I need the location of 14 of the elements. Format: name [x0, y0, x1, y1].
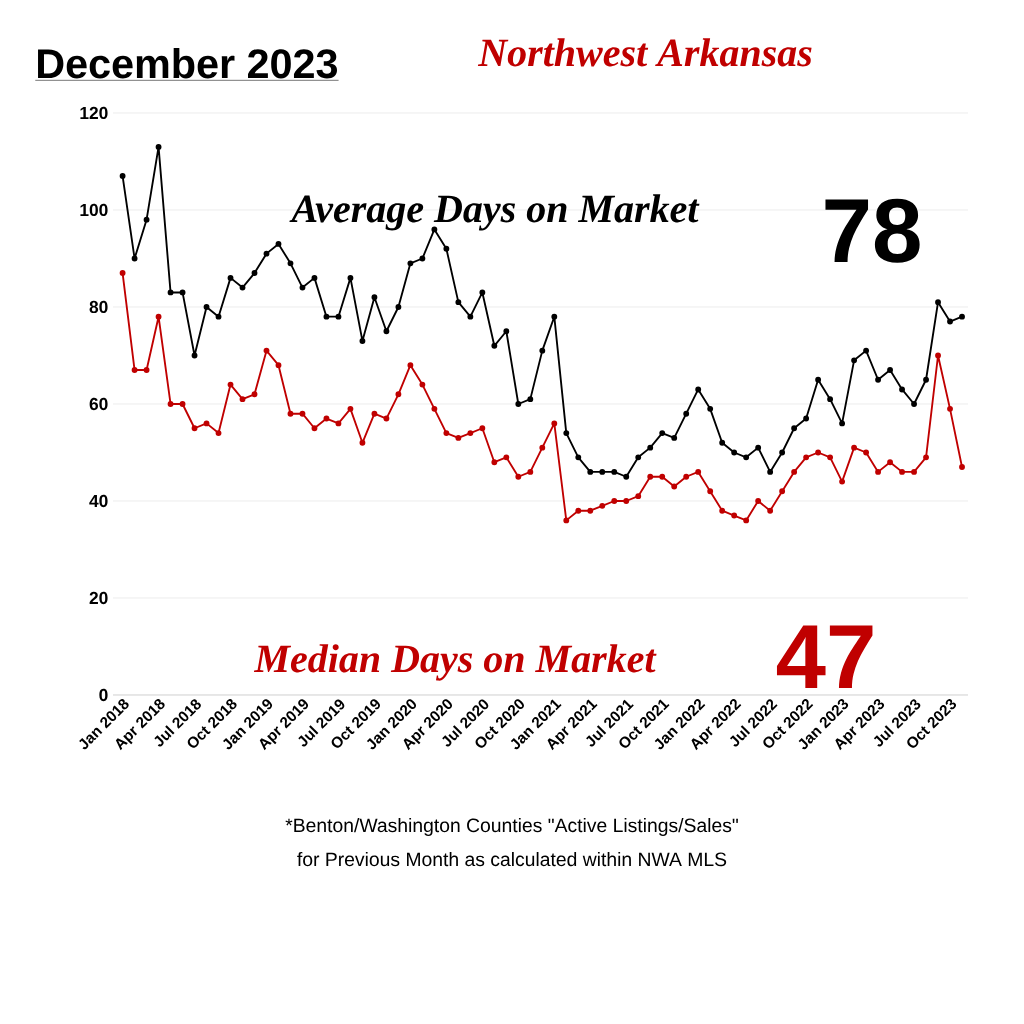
chart-title: December 2023	[38, 48, 338, 79]
y-tick-label: 80	[89, 300, 108, 314]
annotation: 78	[825, 198, 920, 263]
y-tick-label: 60	[89, 397, 108, 411]
y-tick-label: 40	[89, 494, 108, 508]
text: for Previous Month as calculated within NWA MLS	[297, 851, 727, 867]
annotation: 47	[776, 625, 873, 688]
text: Median Days on Market	[253, 644, 657, 681]
y-tick-label: 120	[80, 106, 108, 120]
y-tick-label: 100	[80, 203, 108, 217]
text: *Benton/Washington Counties "Active Listings/Sales"	[285, 817, 738, 837]
y-tick-label: 20	[89, 591, 108, 605]
series-label: Average Days on Market	[289, 194, 700, 231]
chart-subtitle: Northwest Arkansas	[477, 38, 812, 67]
